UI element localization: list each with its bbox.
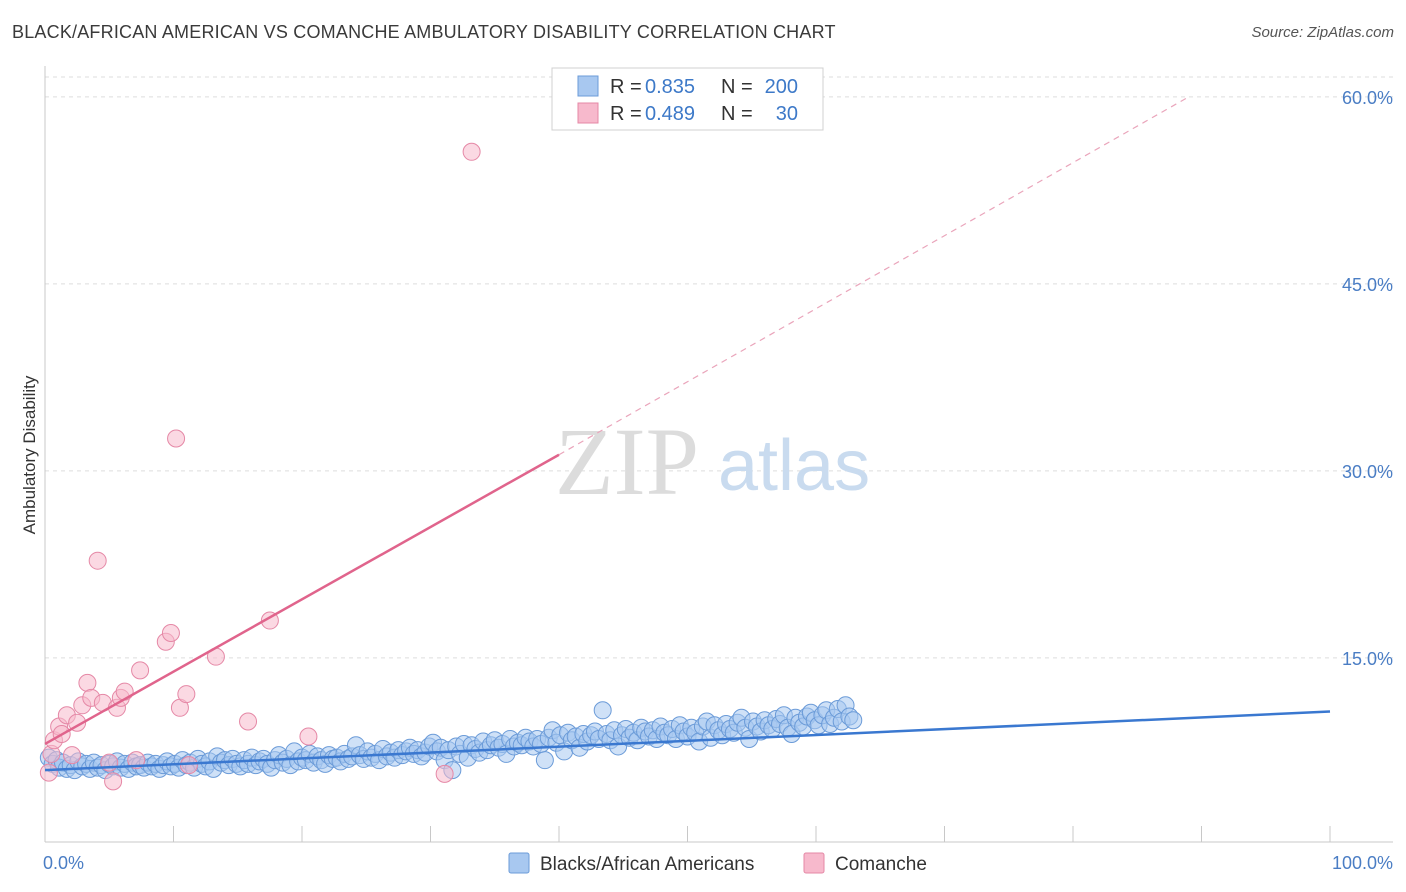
trend-extension-1 (558, 96, 1189, 456)
tick-labels: 15.0% 30.0% 45.0% 60.0% 0.0% 100.0% (43, 88, 1393, 873)
gridlines (45, 76, 1393, 659)
legend-r-value-comanche: 0.489 (645, 103, 695, 125)
legend-swatch-blacks (577, 75, 599, 97)
series-legend-label-blacks: Blacks/African Americans (540, 854, 754, 875)
legend-r-label-comanche: R = (610, 103, 642, 125)
point-1-21 (161, 624, 180, 642)
x-tick-label-0: 0.0% (43, 853, 84, 873)
legend-r-value-blacks: 0.835 (645, 76, 695, 98)
trend-line-1 (44, 453, 560, 746)
y-tick-label-0: 15.0% (1342, 649, 1393, 669)
point-0-144 (593, 701, 612, 720)
point-1-18 (127, 751, 146, 770)
point-1-31 (462, 142, 481, 161)
y-tick-label-3: 60.0% (1342, 88, 1393, 108)
correlation-legend: R = 0.835 N = 200 R = 0.489 N = 30 (551, 67, 824, 131)
chart-title: BLACK/AFRICAN AMERICAN VS COMANCHE AMBUL… (12, 22, 836, 42)
point-1-9 (78, 673, 97, 692)
watermark: ZIP atlas (555, 408, 870, 515)
series-legend: Blacks/African Americans Comanche (508, 852, 927, 875)
legend-n-label-comanche: N = (721, 103, 753, 125)
point-1-25 (179, 756, 198, 775)
y-tick-label-1: 30.0% (1342, 462, 1393, 482)
watermark-atlas-text: atlas (718, 426, 870, 506)
point-1-14 (104, 772, 123, 791)
series-legend-swatch-comanche (803, 852, 825, 874)
watermark-zip-text: ZIP (555, 408, 699, 515)
trend-line-0 (44, 710, 1331, 772)
y-tick-label-2: 45.0% (1342, 275, 1393, 295)
legend-swatch-comanche (577, 102, 599, 124)
point-1-19 (131, 661, 150, 680)
x-tick-label-1: 100.0% (1332, 853, 1393, 873)
series-legend-swatch-blacks (508, 852, 530, 874)
point-1-0 (39, 763, 58, 782)
point-1-27 (239, 712, 258, 731)
axes (44, 66, 1393, 843)
legend-n-value-comanche: 30 (776, 103, 798, 125)
series-legend-label-comanche: Comanche (835, 854, 927, 875)
point-1-30 (435, 764, 454, 783)
point-1-17 (115, 682, 134, 701)
point-1-6 (62, 746, 81, 765)
legend-n-label-blacks: N = (721, 76, 753, 98)
point-1-29 (299, 727, 318, 746)
legend-n-value-blacks: 200 (765, 76, 798, 98)
trend-lines (44, 96, 1331, 772)
point-1-24 (177, 685, 196, 704)
point-0-209 (844, 711, 863, 730)
point-1-11 (88, 551, 107, 570)
legend-r-label-blacks: R = (610, 76, 642, 98)
point-1-22 (167, 429, 186, 448)
point-0-129 (535, 751, 554, 770)
source-credit: Source: ZipAtlas.com (1251, 24, 1394, 41)
series-comanche (39, 142, 481, 791)
